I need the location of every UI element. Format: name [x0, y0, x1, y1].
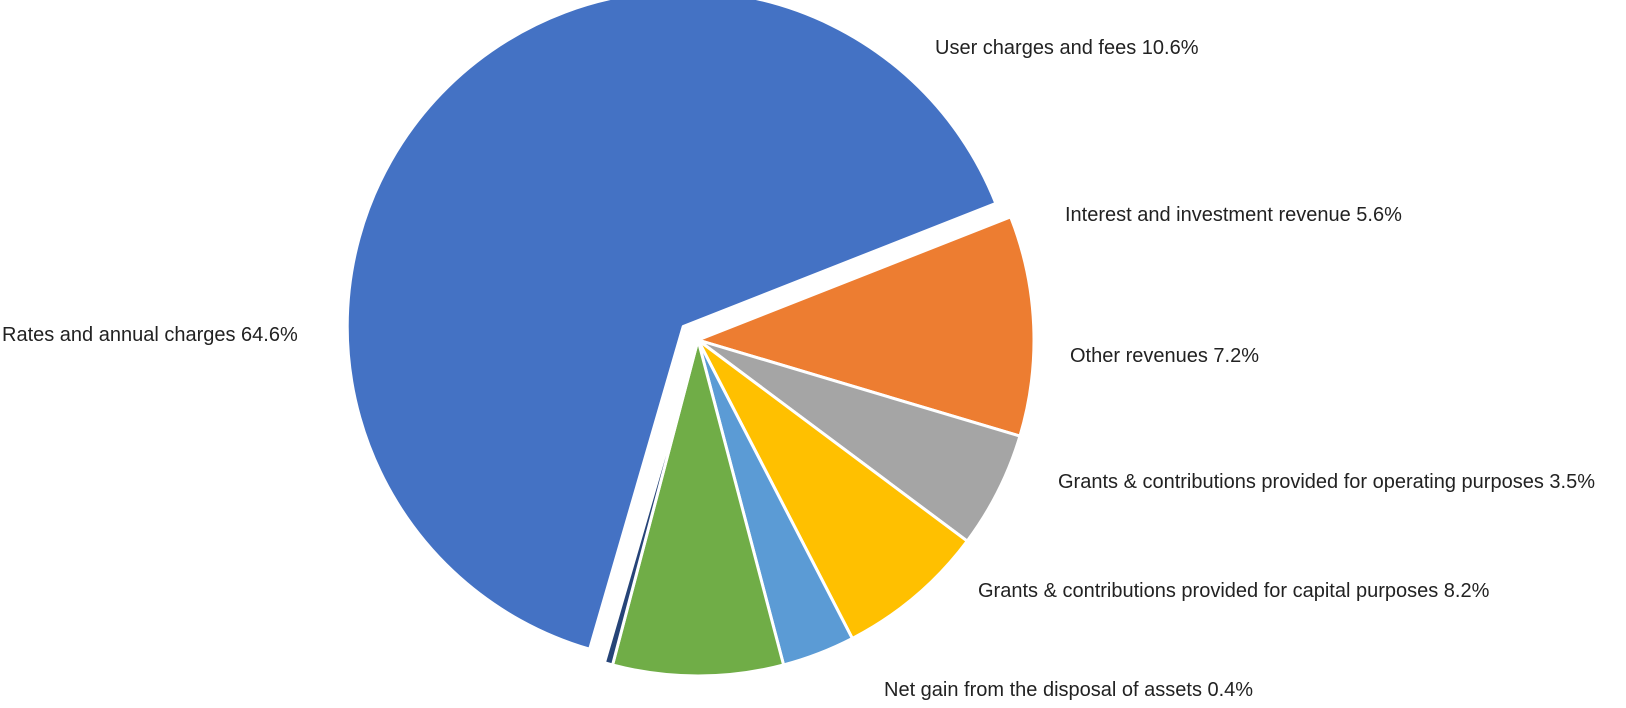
- data-label-rates-and-annual-charges: Rates and annual charges 64.6%: [2, 324, 298, 346]
- data-label-grants-contributions-provided-for-operating-purposes: Grants & contributions provided for oper…: [1058, 471, 1595, 493]
- pie-data-labels: Rates and annual charges 64.6% User charg…: [2, 37, 1595, 701]
- data-label-other-revenues: Other revenues 7.2%: [1070, 345, 1259, 367]
- pie-slices: [345, 0, 1036, 678]
- data-label-user-charges-and-fees: User charges and fees 10.6%: [935, 37, 1199, 59]
- pie-slice-rates-and-annual-charges: [345, 0, 998, 651]
- data-label-interest-and-investment-revenue: Interest and investment revenue 5.6%: [1065, 204, 1402, 226]
- pie-slice-net-gain-from-the-disposal-of-assets: [602, 338, 700, 667]
- data-label-grants-contributions-provided-for-capital-purposes: Grants & contributions provided for capi…: [978, 580, 1490, 602]
- pie-slice-user-charges-and-fees: [696, 215, 1036, 438]
- pie-slice-grants-contributions-provided-for-capital-purposes: [611, 338, 786, 678]
- pie-slice-other-revenues: [696, 338, 969, 640]
- data-label-net-gain-from-the-disposal-of-assets: Net gain from the disposal of assets 0.4…: [884, 679, 1253, 701]
